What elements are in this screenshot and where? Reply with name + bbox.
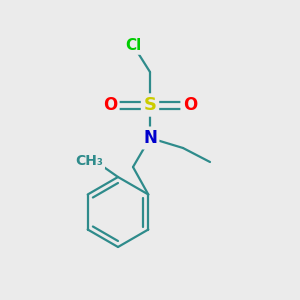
Text: O: O bbox=[183, 96, 197, 114]
Text: CH₃: CH₃ bbox=[75, 154, 103, 168]
Text: N: N bbox=[143, 129, 157, 147]
Text: Cl: Cl bbox=[125, 38, 141, 52]
Text: S: S bbox=[143, 96, 157, 114]
Text: O: O bbox=[103, 96, 117, 114]
